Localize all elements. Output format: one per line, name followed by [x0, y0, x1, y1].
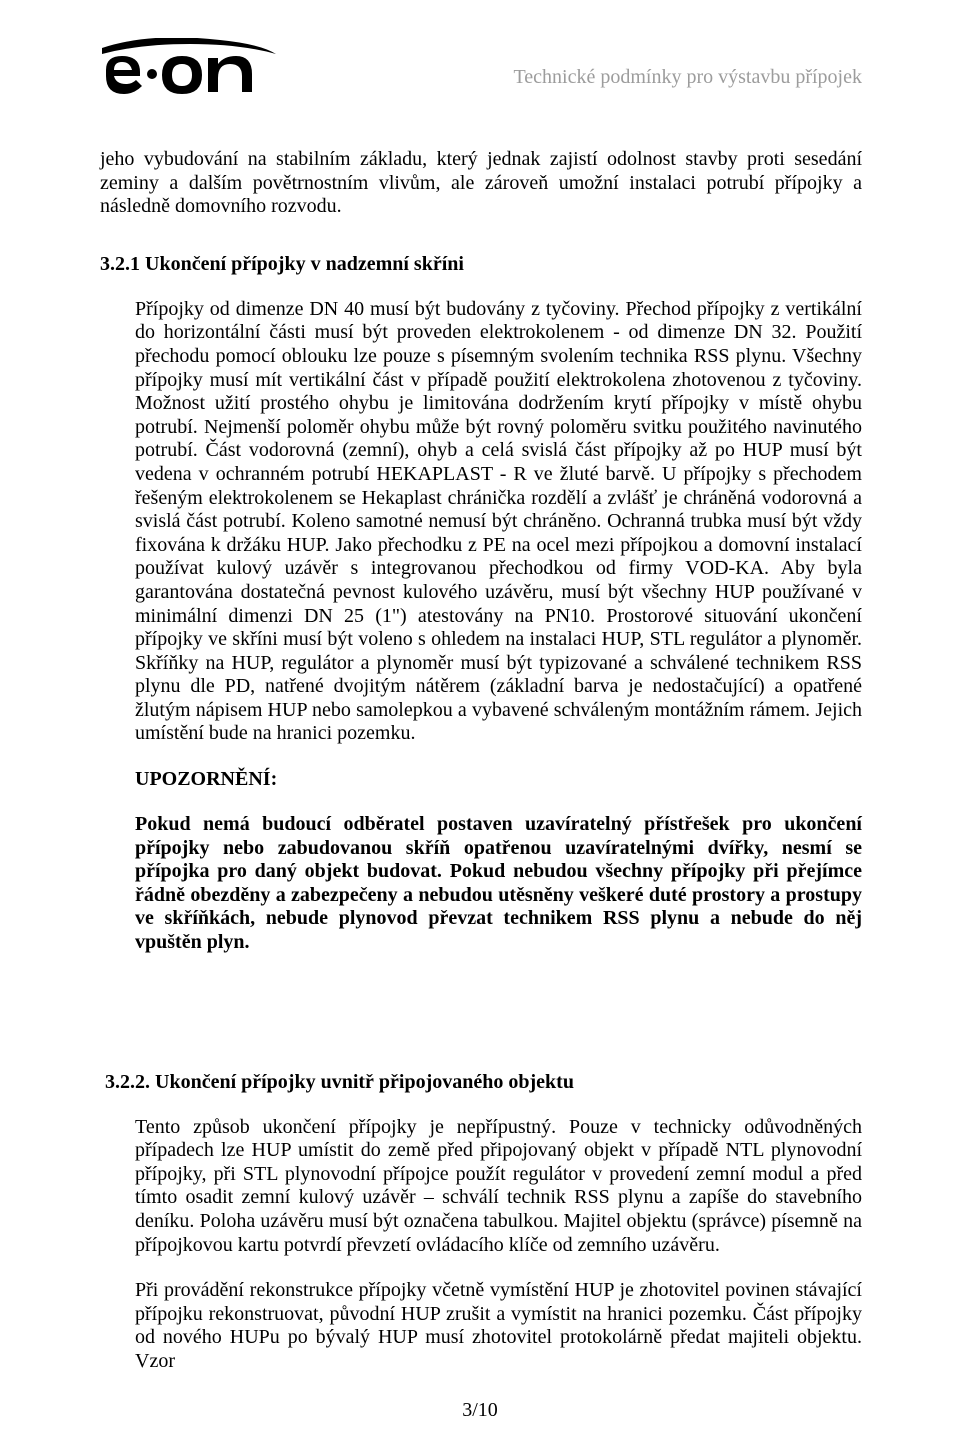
section-322-body-block: Tento způsob ukončení přípojky je nepříp… [135, 1116, 862, 1374]
section-322-body1: Tento způsob ukončení přípojky je nepříp… [135, 1116, 862, 1258]
section-322-heading: 3.2.2. Ukončení přípojky uvnitř připojov… [105, 1071, 862, 1094]
intro-paragraph: jeho vybudování na stabilním základu, kt… [100, 148, 862, 219]
header-title: Technické podmínky pro výstavbu přípojek [513, 66, 862, 89]
section-322-body2: Při provádění rekonstrukce přípojky včet… [135, 1279, 862, 1373]
eon-logo [100, 38, 280, 96]
document-page: Technické podmínky pro výstavbu přípojek… [0, 0, 960, 1436]
section-321-heading: 3.2.1 Ukončení přípojky v nadzemní skřín… [100, 253, 862, 276]
page-header: Technické podmínky pro výstavbu přípojek [100, 38, 862, 96]
page-number: 3/10 [0, 1399, 960, 1422]
section-321-body: Přípojky od dimenze DN 40 musí být budov… [135, 298, 862, 746]
warning-label: UPOZORNĚNÍ: [135, 768, 862, 791]
section-321-body-block: Přípojky od dimenze DN 40 musí být budov… [135, 298, 862, 955]
warning-body: Pokud nemá budoucí odběratel postaven uz… [135, 813, 862, 955]
